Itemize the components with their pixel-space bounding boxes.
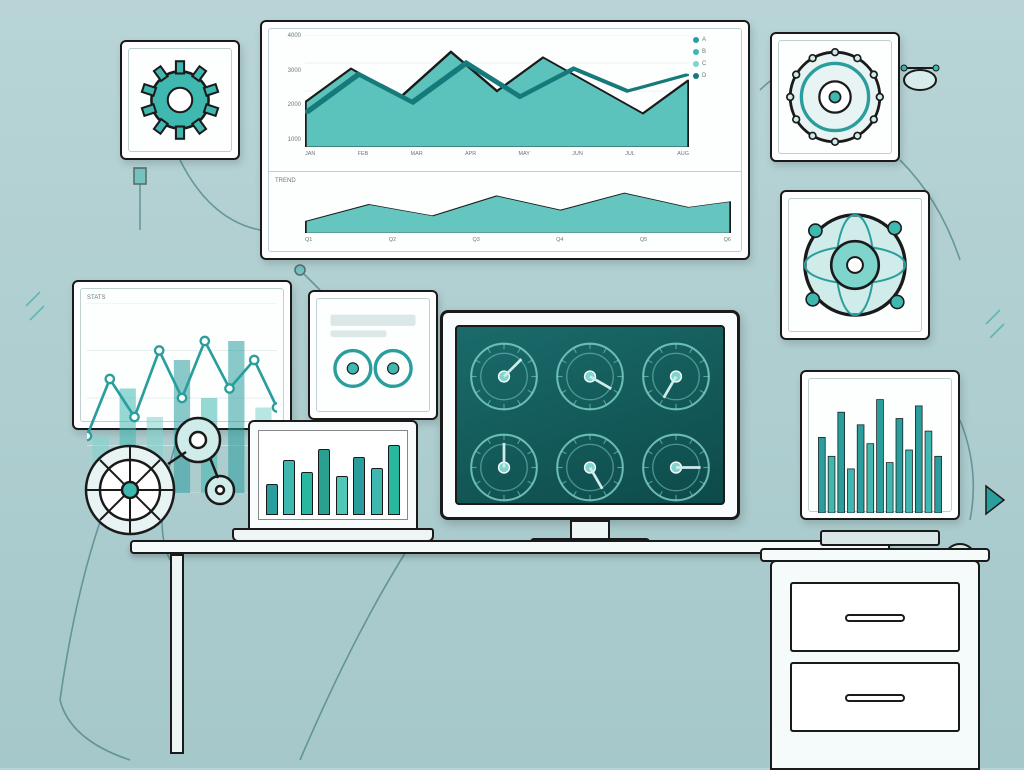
gauge-icon [463, 424, 545, 511]
bar [318, 449, 330, 515]
gear-panel-top-right [770, 32, 900, 162]
gauge-icon [635, 333, 717, 420]
cabinet [770, 560, 980, 770]
keyboard [820, 530, 940, 546]
trend-label: TREND [275, 178, 296, 184]
gauge-icon [635, 424, 717, 511]
gauge-icon [549, 333, 631, 420]
gauge-icon [549, 424, 631, 511]
cabinet-drawer [790, 662, 960, 732]
bar [353, 457, 365, 516]
area-chart-upper: 4000300020001000 ABCD JANFEBMARAPRMAYJUN… [269, 29, 741, 172]
area-chart-lower: TREND Q1Q2Q3Q4Q5Q6 [269, 172, 741, 251]
chart-legend: ABCD [693, 37, 737, 141]
bar [301, 472, 313, 515]
laptop [248, 420, 418, 530]
desk-leg [170, 554, 184, 754]
bar [336, 476, 348, 515]
globe-panel [780, 190, 930, 340]
desktop-monitor [440, 310, 740, 520]
cabinet-drawer [790, 582, 960, 652]
globe-icon [789, 199, 921, 331]
gauge-icon [463, 333, 545, 420]
gear-sculpture [70, 400, 250, 550]
gear-icon [129, 49, 231, 151]
right-bar-chart-panel [800, 370, 960, 520]
gear-panel-top-left [120, 40, 240, 160]
mini-gauge-panel [308, 290, 438, 420]
bar [283, 460, 295, 515]
bar [371, 468, 383, 515]
laptop-bar-chart [258, 430, 408, 520]
disc-gear-icon [779, 41, 891, 153]
stats-label: STATS [87, 295, 105, 301]
mini-gauge-icon [317, 299, 429, 411]
main-area-chart-panel: 4000300020001000 ABCD JANFEBMARAPRMAYJUN… [260, 20, 750, 260]
bar [266, 484, 278, 515]
monitor-screen [455, 325, 725, 505]
bar [388, 445, 400, 515]
